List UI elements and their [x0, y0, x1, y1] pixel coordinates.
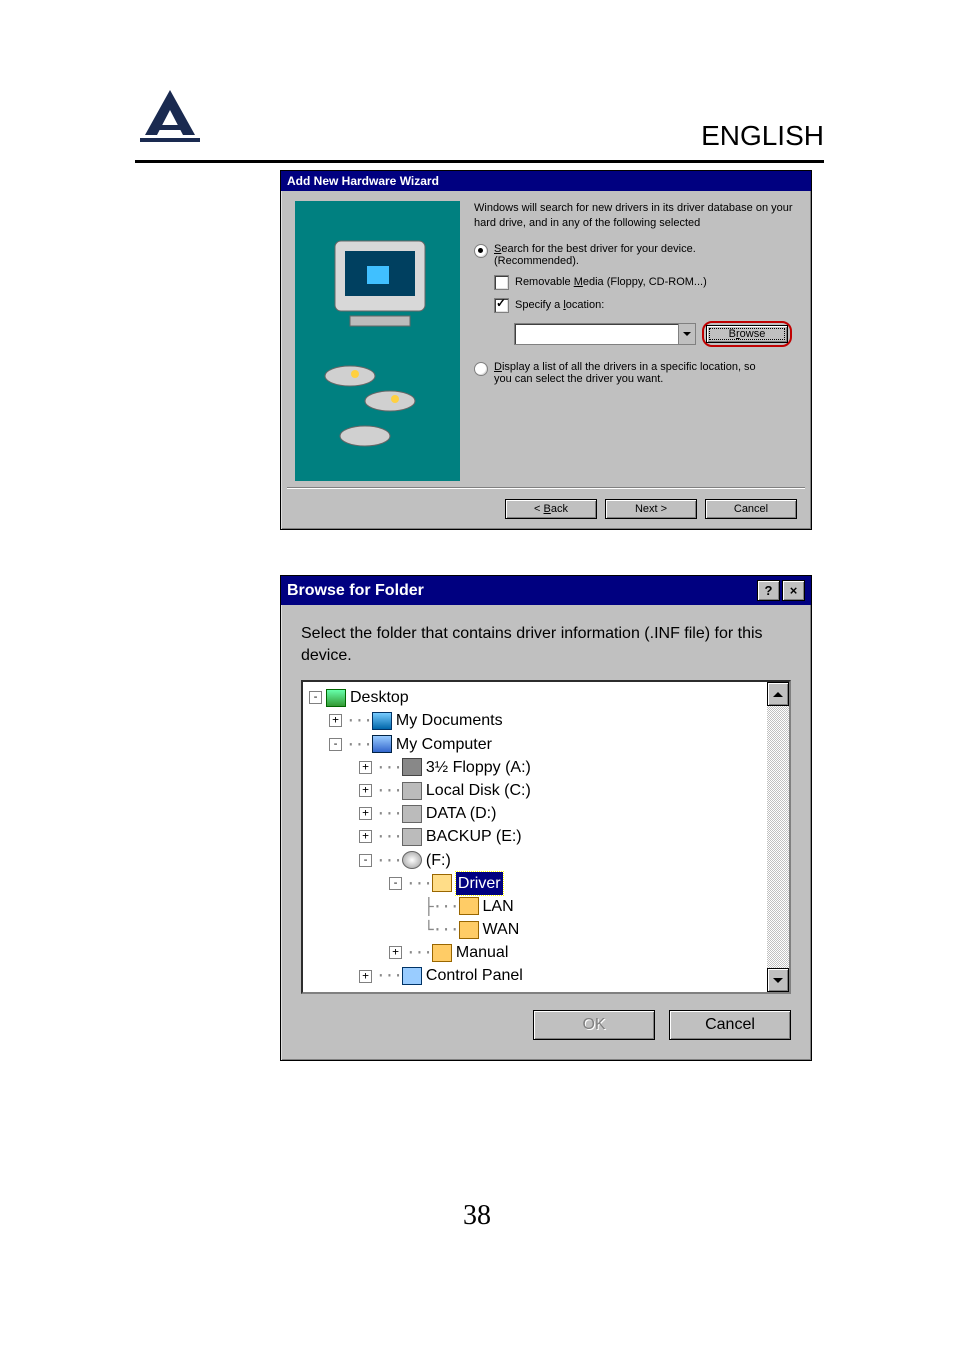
next-button[interactable]: Next >: [605, 499, 697, 519]
tree-label: Desktop: [350, 686, 409, 709]
wizard-graphic-panel: [295, 201, 460, 481]
checkbox-icon: [494, 298, 509, 313]
browse-prompt-text: Select the folder that contains driver i…: [281, 605, 811, 680]
tree-label: Local Disk (C:): [426, 779, 531, 802]
tree-label: My Computer: [396, 733, 492, 756]
folder-tree[interactable]: - Desktop +··· My Documents -··· My Comp…: [301, 680, 791, 994]
dialog-title: Browse for Folder: [287, 582, 755, 600]
page-number: 38: [0, 1200, 954, 1232]
radio-search-label: Search for the best driver for your devi…: [494, 243, 696, 267]
tree-node-localc[interactable]: +··· Local Disk (C:): [309, 779, 763, 802]
expand-icon[interactable]: +: [359, 807, 372, 820]
disk-icon: [402, 805, 422, 823]
tree-label-selected: Driver: [456, 872, 503, 895]
cancel-button[interactable]: Cancel: [705, 499, 797, 519]
scroll-track[interactable]: [767, 706, 789, 968]
radio-search-best-driver[interactable]: Search for the best driver for your devi…: [474, 243, 797, 267]
collapse-icon[interactable]: -: [329, 738, 342, 751]
tree-node-lan[interactable]: ├··· LAN: [309, 895, 763, 918]
tree-node-controlpanel[interactable]: +··· Control Panel: [309, 964, 763, 987]
tree-node-cdrom[interactable]: -··· (F:): [309, 849, 763, 872]
checkbox-removable-media[interactable]: Removable Media (Floppy, CD-ROM...): [494, 275, 797, 290]
folder-icon: [459, 921, 479, 939]
tree-label: Manual: [456, 941, 508, 964]
checkbox-specify-location[interactable]: Specify a location:: [494, 298, 797, 313]
tree-label: BACKUP (E:): [426, 825, 522, 848]
tree-node-floppy[interactable]: +··· 3½ Floppy (A:): [309, 756, 763, 779]
help-button[interactable]: ?: [757, 580, 780, 601]
wizard-intro-text: Windows will search for new drivers in i…: [474, 201, 797, 231]
expand-icon[interactable]: +: [359, 970, 372, 983]
location-input[interactable]: [515, 324, 678, 344]
checkbox-icon: [494, 275, 509, 290]
tree-node-desktop[interactable]: - Desktop: [309, 686, 763, 709]
expand-icon[interactable]: +: [389, 946, 402, 959]
tree-node-driver[interactable]: -··· Driver: [309, 872, 763, 895]
scroll-up-button[interactable]: [767, 682, 789, 706]
dialog-title: Add New Hardware Wizard: [287, 174, 439, 188]
desktop-icon: [326, 689, 346, 707]
browse-highlight-ring: Browse: [702, 321, 792, 347]
dialog-titlebar: Add New Hardware Wizard: [281, 171, 811, 191]
add-hardware-wizard-dialog: Add New Hardware Wizard Windows will sea…: [280, 170, 812, 530]
tree-label: WAN: [483, 918, 520, 941]
expand-icon[interactable]: +: [359, 784, 372, 797]
chevron-up-icon: [773, 692, 783, 697]
tree-label: LAN: [483, 895, 514, 918]
collapse-icon[interactable]: -: [359, 854, 372, 867]
disk-icon: [402, 828, 422, 846]
browse-for-folder-dialog: Browse for Folder ? × Select the folder …: [280, 575, 812, 1061]
collapse-icon[interactable]: -: [389, 877, 402, 890]
radio-dot-icon: [474, 362, 488, 376]
radio-display-label: Display a list of all the drivers in a s…: [494, 361, 756, 385]
tree-label: (F:): [426, 849, 451, 872]
checkbox-specify-label: Specify a location:: [515, 299, 604, 311]
close-button[interactable]: ×: [782, 580, 805, 601]
header-divider: [135, 160, 824, 163]
floppy-icon: [402, 758, 422, 776]
expand-icon[interactable]: +: [359, 761, 372, 774]
checkbox-removable-label: Removable Media (Floppy, CD-ROM...): [515, 276, 707, 288]
tree-node-manual[interactable]: +··· Manual: [309, 941, 763, 964]
expand-icon[interactable]: +: [359, 830, 372, 843]
tree-node-datad[interactable]: +··· DATA (D:): [309, 802, 763, 825]
mydocuments-icon: [372, 712, 392, 730]
radio-dot-icon: [474, 244, 488, 258]
expand-icon[interactable]: +: [329, 714, 342, 727]
tree-node-backup[interactable]: +··· BACKUP (E:): [309, 825, 763, 848]
brand-logo: [135, 85, 215, 155]
combo-dropdown-button[interactable]: [678, 324, 695, 344]
disk-icon: [402, 782, 422, 800]
ok-button[interactable]: OK: [533, 1010, 655, 1040]
folder-icon: [459, 897, 479, 915]
collapse-icon[interactable]: -: [309, 691, 322, 704]
folder-open-icon: [432, 874, 452, 892]
cdrom-icon: [402, 851, 422, 869]
tree-label: My Documents: [396, 709, 503, 732]
back-button[interactable]: < Back: [505, 499, 597, 519]
scroll-down-button[interactable]: [767, 968, 789, 992]
tree-label: Control Panel: [426, 964, 523, 987]
cancel-button[interactable]: Cancel: [669, 1010, 791, 1040]
radio-display-list[interactable]: Display a list of all the drivers in a s…: [474, 361, 797, 385]
chevron-down-icon: [683, 332, 691, 336]
tree-node-wan[interactable]: └··· WAN: [309, 918, 763, 941]
tree-scrollbar[interactable]: [767, 682, 789, 992]
folder-icon: [432, 944, 452, 962]
mycomputer-icon: [372, 735, 392, 753]
tree-node-mycomputer[interactable]: -··· My Computer: [309, 733, 763, 756]
chevron-down-icon: [773, 978, 783, 983]
dialog-titlebar: Browse for Folder ? ×: [281, 576, 811, 605]
tree-node-mydocs[interactable]: +··· My Documents: [309, 709, 763, 732]
browse-button[interactable]: Browse: [706, 325, 788, 343]
tree-label: 3½ Floppy (A:): [426, 756, 531, 779]
control-panel-icon: [402, 967, 422, 985]
location-combo[interactable]: [514, 323, 696, 345]
tree-label: DATA (D:): [426, 802, 497, 825]
language-label: ENGLISH: [701, 120, 824, 152]
